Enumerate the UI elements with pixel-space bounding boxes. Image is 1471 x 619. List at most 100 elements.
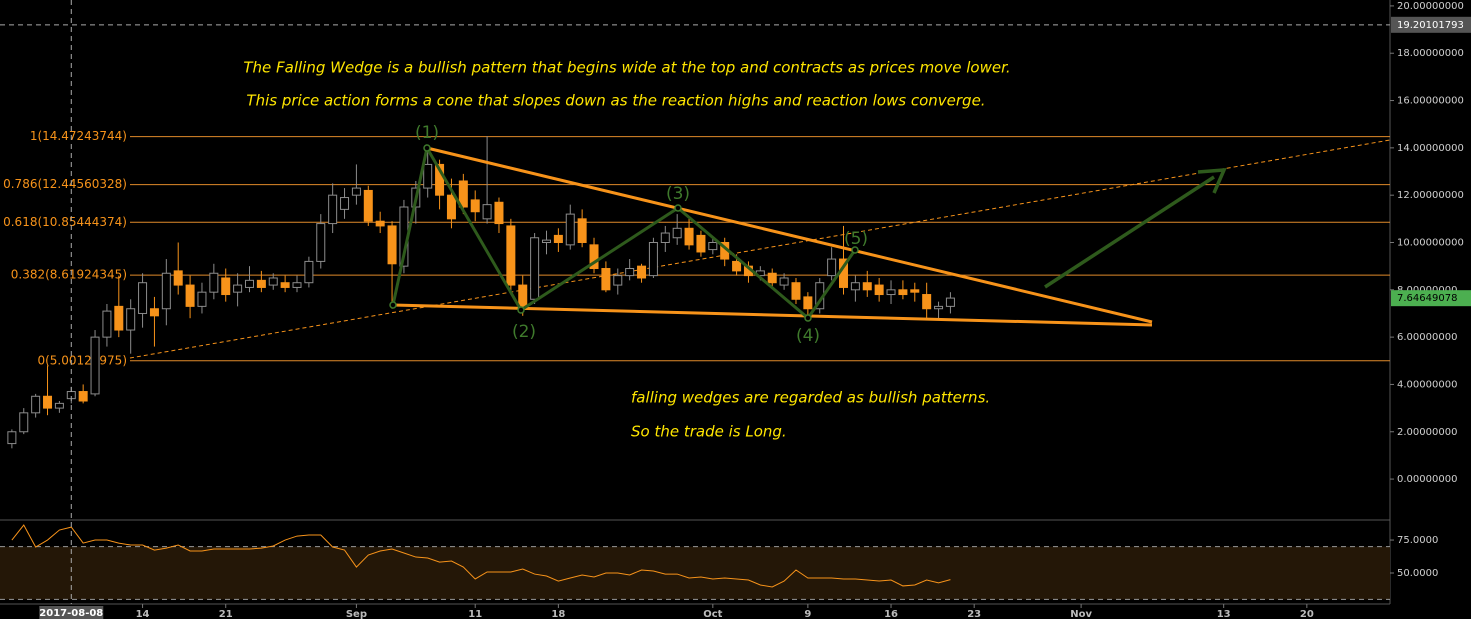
wave-label: (2): [512, 322, 536, 342]
candle-body: [233, 284, 243, 293]
candle-body: [589, 244, 599, 270]
y-tick-label: 0.00000000: [1397, 474, 1457, 485]
candle-body: [708, 241, 718, 251]
y-tick-label: 20.00000000: [1397, 1, 1464, 12]
candle-body: [340, 197, 350, 210]
rsi-band-fill: [0, 546, 1390, 600]
fib-label: 1(14.47243744): [30, 129, 127, 143]
annotation: The Falling Wedge is a bullish pattern t…: [243, 59, 1010, 77]
y-tick-label: 18.00000000: [1397, 48, 1464, 59]
candle-body: [862, 282, 872, 291]
x-tick-label: 16: [884, 609, 898, 619]
candle-body: [506, 225, 516, 286]
candle-body: [19, 412, 29, 433]
candle-body: [446, 194, 456, 220]
candle-body: [898, 289, 908, 296]
x-tick-label: 23: [967, 609, 981, 619]
candle-body: [482, 204, 492, 220]
wave-point: [804, 314, 812, 322]
rsi-line: [11, 524, 951, 588]
candle-body: [874, 284, 884, 296]
fib-levels: 1(14.47243744) 0.786(12.44560328) 0.618(10…: [3, 129, 1390, 367]
candle-body: [161, 272, 171, 310]
candle-body: [328, 194, 338, 225]
candle-body: [7, 431, 17, 445]
rsi-background: [0, 546, 1390, 600]
wave-point: [851, 246, 859, 254]
candle-body: [886, 289, 896, 296]
last-price: 7.64649078: [1397, 293, 1457, 304]
wave-path: [391, 143, 857, 321]
annotation: falling wedges are regarded as bullish p…: [631, 389, 990, 407]
candle-body: [304, 260, 314, 284]
x-tick-label: 13: [1217, 609, 1231, 619]
y-tick-label: 12.00000000: [1397, 190, 1464, 201]
fib-label: 0.618(10.85444374): [3, 215, 127, 229]
y-tick-label: 4.00000000: [1397, 379, 1457, 390]
y-tick-label: 14.00000000: [1397, 143, 1464, 154]
candle-body: [387, 225, 397, 265]
candle-body: [625, 268, 635, 277]
candle-body: [672, 227, 682, 239]
candle-body: [732, 260, 742, 272]
trend-line: [129, 139, 1391, 359]
rsi-y-tick-label: 50.0000: [1397, 568, 1438, 579]
candle-body: [43, 395, 53, 409]
candle-body: [256, 279, 266, 288]
candle-body: [850, 282, 860, 291]
candle-body: [90, 336, 100, 395]
wave-points: [389, 144, 859, 322]
candle-body: [78, 391, 88, 402]
wave-point: [389, 301, 397, 309]
candle-body: [613, 275, 623, 286]
wave-point: [517, 306, 525, 314]
crosshair-price-box: [1391, 16, 1471, 33]
fib-label: 0(5.00124975): [37, 353, 127, 367]
candle-body: [173, 270, 183, 286]
candle-body: [268, 277, 278, 286]
candle-body: [375, 220, 385, 227]
x-tick-label: 21: [219, 609, 233, 619]
candle-body: [209, 272, 219, 293]
candle-body: [696, 234, 706, 253]
candle-body: [577, 218, 587, 243]
candle-body: [530, 237, 540, 300]
candle-body: [910, 289, 920, 293]
wave-point: [674, 204, 682, 212]
fib-label: 0.382(8.61924345): [11, 268, 127, 282]
candle-body: [791, 282, 801, 300]
annotation: This price action forms a cone that slop…: [246, 92, 985, 110]
crosshair-price: 19.20101793: [1397, 20, 1464, 31]
candle-body: [280, 282, 290, 288]
candle-body: [435, 163, 445, 196]
candle-body: [803, 296, 813, 310]
x-tick-label: Sep: [346, 609, 367, 619]
candle-body: [684, 227, 694, 246]
candle-body: [779, 277, 789, 286]
candle-body: [102, 310, 112, 338]
x-tick-label: Oct: [703, 609, 722, 619]
wave-label: (5): [844, 229, 868, 249]
candle-body: [767, 272, 777, 284]
y-tick-label: 2.00000000: [1397, 427, 1457, 438]
candle-body: [185, 284, 195, 307]
candle-body: [31, 395, 41, 414]
candle-body: [827, 258, 837, 277]
x-tick-label: 14: [136, 609, 150, 619]
candle-body: [541, 239, 551, 243]
wave-label: (4): [796, 326, 820, 346]
x-tick-label: 9: [804, 609, 811, 619]
candle-body: [494, 201, 504, 225]
wave-label: (1): [415, 123, 439, 143]
x-tick-label: 11: [468, 609, 482, 619]
candle-body: [149, 308, 159, 317]
candle-body: [934, 305, 944, 310]
candle-body: [221, 277, 231, 296]
candle-body: [126, 308, 136, 331]
candle-body: [458, 180, 468, 208]
candle-body: [518, 284, 528, 307]
x-tick-label: 18: [551, 609, 565, 619]
long-arrow-head: [1197, 168, 1227, 194]
candle-body: [637, 265, 647, 279]
